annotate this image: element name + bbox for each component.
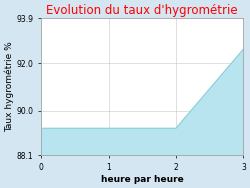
Title: Evolution du taux d'hygrométrie: Evolution du taux d'hygrométrie	[46, 4, 238, 17]
X-axis label: heure par heure: heure par heure	[101, 175, 184, 184]
Y-axis label: Taux hygrométrie %: Taux hygrométrie %	[4, 42, 14, 132]
